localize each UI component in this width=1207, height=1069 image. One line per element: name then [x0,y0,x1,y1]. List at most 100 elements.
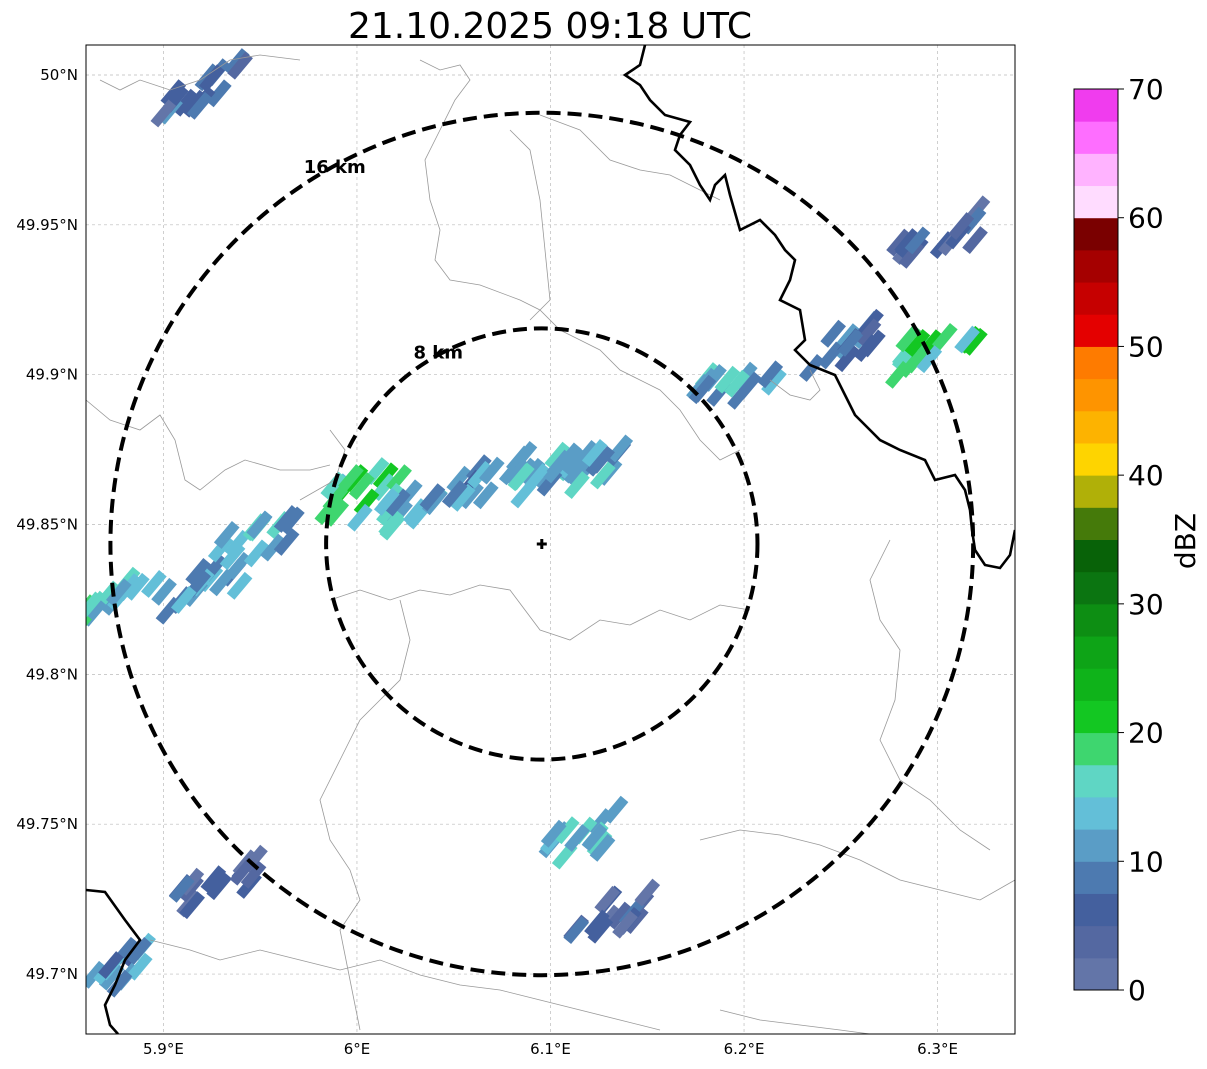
echo-pixel [954,325,980,354]
thin-boundary-3 [419,59,741,461]
echo-pixel [419,483,446,512]
colorbar-swatch [1074,957,1118,991]
echo-cell [151,551,253,625]
colorbar-tick-label: 10 [1128,845,1164,878]
echo-pixel [172,88,199,117]
thin-boundary-5 [509,129,551,321]
echo-pixel [124,572,150,601]
thin-boundary-13 [769,369,821,401]
colorbar: 0 10 20 30 40 50 60 70 dBZ [1073,73,1202,1007]
echo-pixel [141,570,167,598]
echo-pixel [338,464,364,492]
echo-pixel [581,439,608,467]
echo-pixel [736,371,762,400]
echo-pixel [86,591,103,620]
echo-pixel [126,937,152,965]
y-tick-label: 49.9°N [26,366,78,384]
echo-pixel [761,367,787,396]
range-ring [324,326,760,762]
echo-pixel [903,345,930,374]
thin-boundary-8 [319,599,411,1031]
thin-boundary-12 [719,1009,871,1034]
colorbar-swatch [1074,249,1118,283]
y-tick-label: 49.7°N [26,965,78,983]
y-tick-label: 49.75°N [16,815,78,833]
x-tick-label: 6°E [344,1040,371,1058]
echo-pixel [564,471,590,500]
national-border-southwest [86,888,142,1034]
echo-pixel [524,463,551,492]
colorbar-swatch [1074,217,1118,251]
echo-pixel [86,979,87,1008]
echo-cell [314,457,412,527]
echo-pixel [553,816,580,845]
echo-pixel [151,577,177,606]
echo-pixel [612,910,638,939]
echo-cell [885,322,988,389]
colorbar-swatch [1074,282,1118,315]
echo-pixel [219,542,246,571]
colorbar-swatch [1074,603,1118,637]
echo-pixel [386,464,412,493]
echo-pixel [226,571,253,600]
echo-cell [563,878,661,945]
echo-pixel [209,568,235,597]
echo-pixel [540,819,567,848]
x-tick-label: 6.2°E [724,1040,765,1058]
colorbar-swatch [1074,442,1118,476]
echo-pixel [948,212,975,241]
echo-pixel [378,510,405,539]
echo-pixel [594,885,621,914]
colorbar-swatch [1074,185,1118,219]
echo-pixel [186,91,213,120]
echo-pixel [886,228,912,257]
colorbar-tick-label: 50 [1128,330,1164,363]
echo-pixel [904,328,931,357]
colorbar-swatch [1074,732,1118,766]
colorbar-tick-label: 70 [1128,73,1164,106]
echo-pixel [385,488,411,517]
colorbar-tick-label: 0 [1128,974,1146,1007]
echo-pixel [185,557,211,586]
thin-boundary-4 [99,54,301,91]
thin-boundary-11 [149,939,661,1031]
echo-pixel [98,962,125,991]
echo-pixel [467,460,493,489]
echo-cell [536,434,634,500]
echo-pixel [348,472,375,501]
colorbar-swatch [1074,121,1118,154]
echo-cell [886,195,991,269]
echo-pixel [563,916,590,945]
map-area: 8 km 16 km [86,45,1015,1034]
radar-location [536,538,547,549]
echo-pixel [86,960,107,989]
echo-pixel [798,354,825,382]
x-tick-label: 6.1°E [530,1040,571,1058]
echo-pixel [179,891,205,920]
echo-pixel [160,79,187,108]
colorbar-frame [1073,88,1119,991]
thin-boundary-1 [86,399,331,491]
echo-pixel [606,901,633,930]
range-ring-label: 16 km [304,157,366,178]
echo-pixel [818,341,844,370]
echo-pixel [273,505,300,533]
echo-pixel [511,440,538,469]
echo-pixel [916,345,943,374]
echo-pixel [372,462,399,491]
colorbar-tick-label: 60 [1128,202,1164,235]
echo-pixel [724,369,750,398]
echo-pixel [105,578,132,607]
echo-pixel [168,874,195,903]
echo-pixel [820,319,847,348]
national-border-east [622,45,1015,570]
echo-pixel [205,79,232,108]
map-frame [85,44,1016,1035]
echo-pixel [314,497,341,525]
colorbar-label: dBZ [1169,513,1202,569]
echo-pixel [634,878,661,907]
echo-pixel [581,823,608,852]
echo-pixel [590,461,616,490]
y-tick-label: 49.85°N [16,516,78,534]
